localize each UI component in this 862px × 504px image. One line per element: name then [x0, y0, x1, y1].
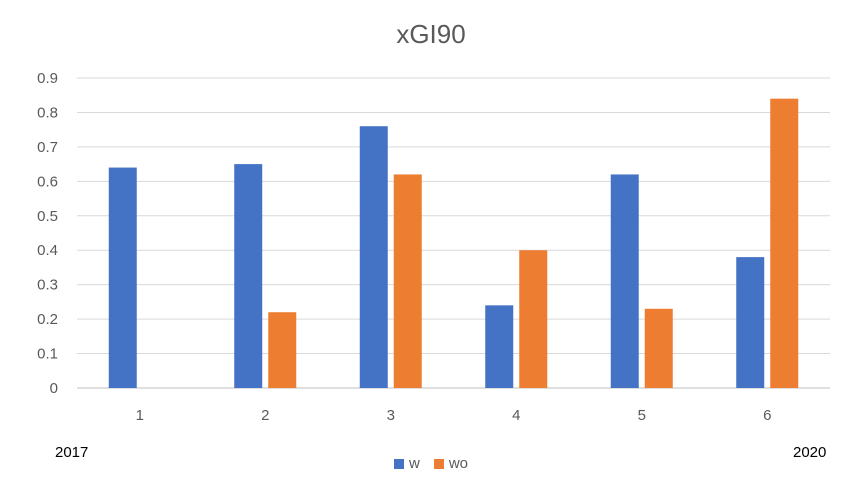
gridlines	[77, 77, 830, 389]
y-tick-label: 0.3	[37, 277, 58, 294]
y-tick-label: 0.9	[37, 70, 58, 87]
bars	[108, 98, 799, 389]
x-axis-ticks: 1 2 3 4 5 6	[136, 407, 772, 424]
bar-w-1	[108, 167, 137, 388]
x-tick-label: 6	[763, 407, 771, 424]
bar-wo-2	[268, 312, 297, 388]
legend-label-wo: wo	[448, 455, 469, 472]
annotation-right: 2020	[793, 444, 827, 461]
bar-w-4	[485, 305, 514, 388]
bar-wo-6	[770, 98, 799, 389]
x-tick-label: 3	[387, 407, 395, 424]
y-tick-label: 0.4	[37, 242, 58, 259]
x-tick-label: 2	[261, 407, 269, 424]
annotation-left: 2017	[55, 444, 89, 461]
legend-item-wo: wo	[433, 455, 469, 472]
bar-w-6	[736, 257, 765, 388]
x-tick-label: 1	[136, 407, 144, 424]
y-axis-ticks: 0 0.1 0.2 0.3 0.4 0.5 0.6 0.7 0.8 0.9	[37, 70, 58, 397]
legend: w wo	[0, 455, 862, 472]
legend-swatch-wo	[433, 458, 444, 469]
bar-w-2	[234, 164, 263, 388]
bar-wo-4	[519, 250, 548, 388]
y-tick-label: 0.2	[37, 311, 58, 328]
bar-wo-5	[644, 308, 673, 388]
y-tick-label: 0.8	[37, 104, 58, 121]
x-tick-label: 4	[512, 407, 520, 424]
bar-wo-3	[393, 174, 422, 388]
y-tick-label: 0.6	[37, 173, 58, 190]
bar-w-3	[359, 126, 388, 388]
y-tick-label: 0.1	[37, 346, 58, 363]
x-tick-label: 5	[638, 407, 646, 424]
bar-w-5	[610, 174, 639, 388]
legend-item-w: w	[393, 455, 420, 472]
chart-title: xGI90	[396, 19, 465, 49]
y-tick-label: 0	[50, 380, 58, 397]
y-tick-label: 0.7	[37, 139, 58, 156]
legend-label-w: w	[408, 455, 420, 472]
y-tick-label: 0.5	[37, 208, 58, 225]
legend-swatch-w	[393, 458, 404, 469]
